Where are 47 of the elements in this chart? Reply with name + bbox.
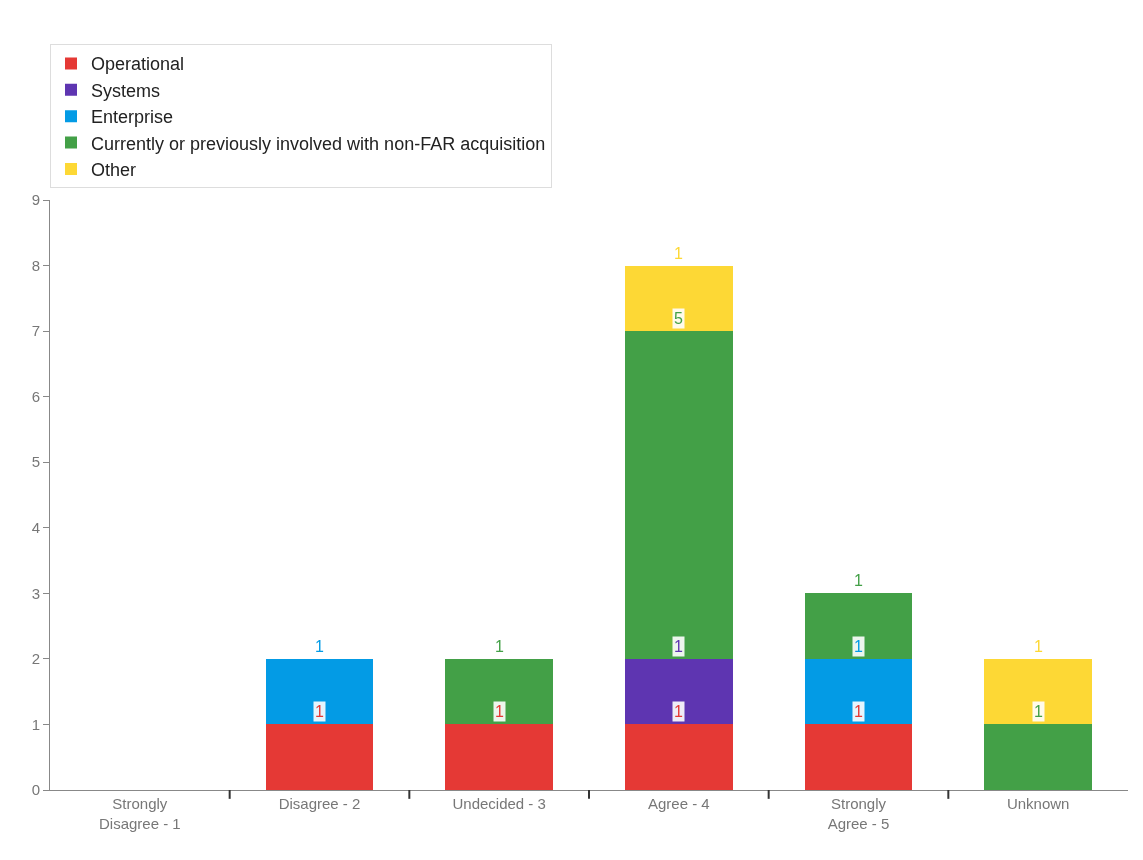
y-tick-label: 2 xyxy=(31,650,40,668)
bar xyxy=(984,658,1093,725)
y-tick-label: 9 xyxy=(31,191,40,209)
data-label: 1 xyxy=(854,638,863,655)
x-tick-label: Agree - 4 xyxy=(647,795,710,812)
y-tick-label: 6 xyxy=(31,387,40,405)
y-tick-label: 4 xyxy=(31,519,40,537)
legend-label: Operational xyxy=(91,54,185,75)
data-label: 1 xyxy=(1034,638,1043,655)
y-tick-label: 5 xyxy=(31,453,40,471)
bar xyxy=(984,724,1093,790)
x-tick-label: Unknown xyxy=(1006,795,1070,812)
data-label: 5 xyxy=(674,310,683,327)
bar xyxy=(804,658,913,725)
legend-label: Other xyxy=(91,160,137,181)
bar xyxy=(624,724,733,790)
x-tick-label: Undecided - 3 xyxy=(452,795,546,812)
data-label: 1 xyxy=(854,572,863,589)
data-label: 1 xyxy=(315,638,324,655)
data-label: 1 xyxy=(1034,703,1043,720)
legend-label: Currently or previously involved with non-FAR acquisition xyxy=(91,133,546,154)
y-tick-label: 1 xyxy=(31,715,40,733)
legend-label: Enterprise xyxy=(91,107,174,128)
legend-label: Systems xyxy=(91,80,161,101)
bar xyxy=(804,724,913,790)
data-label: 1 xyxy=(854,703,863,720)
bar xyxy=(265,658,374,725)
bar xyxy=(804,593,913,659)
bar xyxy=(624,331,733,659)
x-tick-label: Strongly Disagree - 1 xyxy=(98,795,181,832)
data-label: 1 xyxy=(674,245,683,262)
x-tick-label: Disagree - 2 xyxy=(278,795,361,812)
bar xyxy=(445,658,554,725)
bar xyxy=(445,724,554,790)
y-tick-label: 3 xyxy=(31,584,40,602)
data-label: 1 xyxy=(495,703,504,720)
y-tick-label: 0 xyxy=(31,781,40,799)
data-label: 1 xyxy=(315,703,324,720)
data-label: 1 xyxy=(674,703,683,720)
bar xyxy=(624,658,733,725)
data-label: 1 xyxy=(674,638,683,655)
y-tick-label: 8 xyxy=(31,256,40,274)
data-label: 1 xyxy=(495,638,504,655)
x-tick-label: Strongly Agree - 5 xyxy=(827,795,890,832)
bar xyxy=(265,724,374,790)
y-tick-label: 7 xyxy=(31,322,40,340)
bar xyxy=(624,265,733,332)
